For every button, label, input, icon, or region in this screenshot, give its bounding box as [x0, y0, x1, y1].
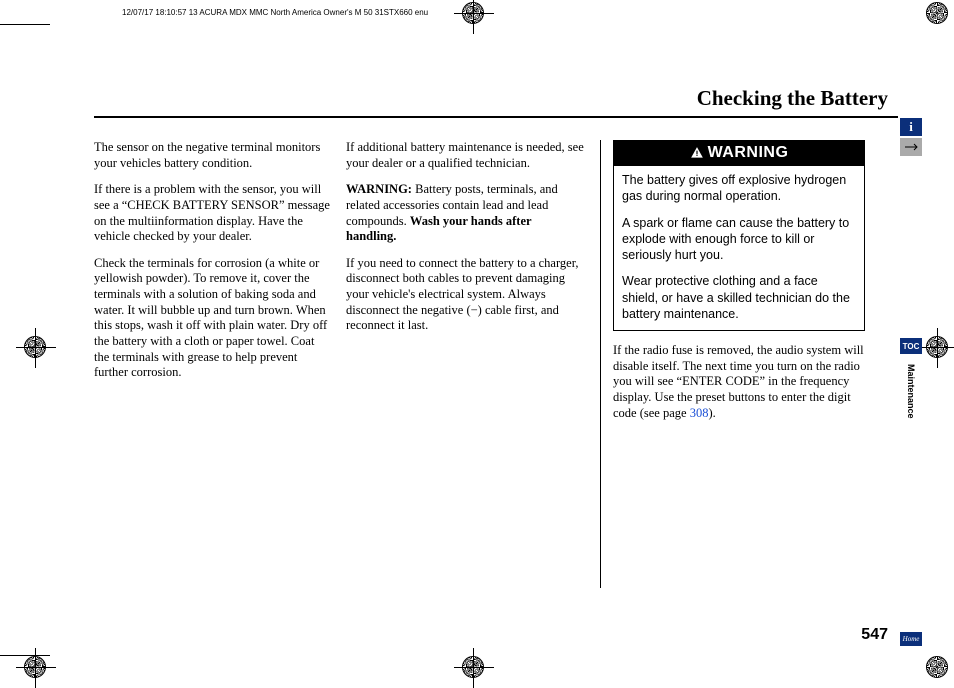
crop-mark-right	[926, 336, 948, 358]
info-tab[interactable]: i	[900, 118, 922, 136]
toc-tab[interactable]: TOC	[900, 338, 922, 354]
index-tab[interactable]	[900, 138, 922, 156]
warning-text: Wear protective clothing and a face shie…	[622, 273, 856, 322]
home-tab[interactable]: Home	[900, 632, 922, 646]
crop-mark-top	[462, 2, 484, 24]
side-tabs: i TOC Maintenance	[900, 118, 922, 156]
warning-text: A spark or flame can cause the battery t…	[622, 215, 856, 264]
paragraph: WARNING: Battery posts, terminals, and r…	[346, 182, 584, 245]
column-divider	[600, 140, 601, 588]
page-number: 547	[861, 626, 888, 644]
text: ).	[708, 406, 715, 420]
crop-mark-bottom	[462, 656, 484, 678]
info-icon: i	[909, 119, 913, 135]
column-1: The sensor on the negative terminal moni…	[94, 140, 346, 588]
crop-mark-bottom-right	[926, 656, 948, 678]
paragraph: If there is a problem with the sensor, y…	[94, 182, 332, 245]
crop-mark-left	[24, 336, 46, 358]
trim-line	[0, 655, 50, 656]
warning-box: WARNING The battery gives off explosive …	[613, 140, 865, 331]
paragraph: If you need to connect the battery to a …	[346, 256, 584, 334]
warning-inline-label: WARNING:	[346, 182, 412, 196]
column-2: If additional battery maintenance is nee…	[346, 140, 598, 588]
warning-label: WARNING	[708, 143, 789, 163]
hand-icon	[903, 142, 919, 152]
paragraph: The sensor on the negative terminal moni…	[94, 140, 332, 171]
paragraph: If the radio fuse is removed, the audio …	[613, 343, 865, 421]
warning-body: The battery gives off explosive hydrogen…	[614, 166, 864, 330]
text: If the radio fuse is removed, the audio …	[613, 343, 864, 420]
crop-mark-bottom-left	[24, 656, 46, 678]
warning-icon	[690, 146, 704, 160]
paragraph: Check the terminals for corrosion (a whi…	[94, 256, 332, 381]
section-tab[interactable]: Maintenance	[900, 356, 922, 426]
warning-header: WARNING	[614, 141, 864, 166]
print-header: 12/07/17 18:10:57 13 ACURA MDX MMC North…	[122, 8, 428, 17]
column-3: WARNING The battery gives off explosive …	[613, 140, 865, 588]
title-rule	[94, 116, 898, 118]
warning-text: The battery gives off explosive hydrogen…	[622, 172, 856, 205]
trim-line	[0, 24, 50, 25]
paragraph: If additional battery maintenance is nee…	[346, 140, 584, 171]
body-columns: The sensor on the negative terminal moni…	[94, 140, 884, 588]
page-link[interactable]: 308	[690, 406, 709, 420]
crop-mark-top-right	[926, 2, 948, 24]
page-title: Checking the Battery	[697, 86, 888, 111]
